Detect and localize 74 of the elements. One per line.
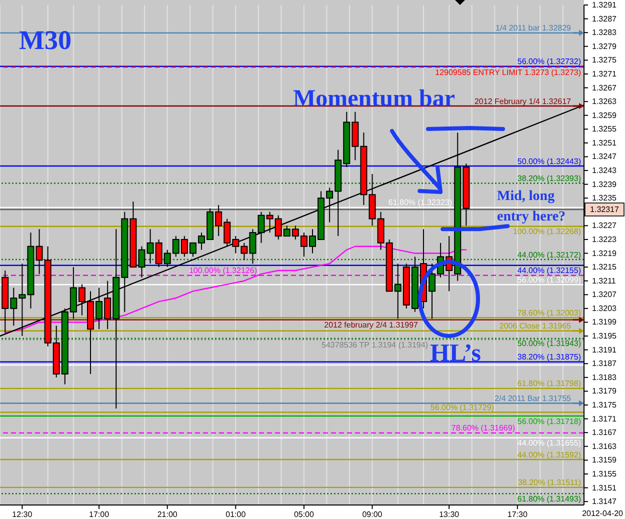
y-tick-label: 1.3163	[592, 442, 618, 451]
y-tick-label: 1.3215	[592, 262, 618, 272]
annotation: Momentum bar	[293, 86, 456, 112]
x-tick-label: 13:30	[439, 510, 460, 519]
y-tick-label: 1.3207	[592, 290, 618, 300]
y-tick-label: 1.3183	[592, 372, 618, 382]
y-tick-label: 1.3227	[592, 221, 618, 230]
y-tick-label: 1.3195	[592, 332, 618, 341]
ref-line-label: 50.00% (1.31943)	[517, 339, 582, 348]
y-tick-label: 1.3151	[592, 483, 618, 492]
ref-line-label: 1/4 2011 bar 1.32829	[496, 24, 572, 33]
ref-line-label: 54378536 TP 1.3194 (1.3194)	[322, 340, 428, 350]
ref-line-label: 38.20% (1.31511)	[518, 478, 582, 488]
y-tick-label: 1.3199	[592, 318, 618, 327]
y-tick-label: 1.3223	[592, 234, 618, 244]
ref-line-label: 12909585 ENTRY LIMIT 1.3273 (1.3273)	[435, 68, 582, 77]
x-tick-label: 05:00	[294, 510, 315, 519]
ref-line-label: 61.80% (1.31493)	[517, 494, 582, 504]
x-tick-label: 12:30	[12, 510, 33, 519]
y-tick-label: 1.3211	[592, 276, 616, 286]
y-tick-label: 1.3275	[592, 56, 618, 65]
y-tick-label: 1.3291	[592, 0, 618, 10]
y-tick-label: 1.3147	[592, 497, 618, 506]
ref-line-label: 56.00% (1.32732)	[517, 57, 582, 66]
y-tick-label: 1.3219	[592, 248, 618, 258]
ref-line-label: 2/4 2011 Bar 1.31755	[494, 394, 572, 404]
y-tick-label: 1.3287	[592, 14, 618, 24]
y-tick-label: 1.3167	[592, 428, 618, 438]
ref-line-label: 100.00% (1.32268)	[512, 227, 582, 236]
ref-line-label: 100.00% (1.32126)	[188, 266, 258, 276]
ref-line-label: 2012 February 1/4 1.32617	[474, 96, 572, 106]
y-tick-label: 1.3263	[592, 97, 618, 106]
y-tick-label: 1.3259	[592, 110, 618, 120]
y-tick-label: 1.3155	[592, 469, 618, 478]
y-tick-label: 1.3267	[592, 83, 618, 92]
y-tick-label: 1.3283	[592, 28, 618, 38]
y-tick-label: 1.3239	[592, 180, 618, 189]
x-tick-label: 09:00	[362, 510, 383, 519]
ref-line-label: 1.32317	[590, 204, 620, 214]
ref-line-label: 56.00% (1.31729)	[430, 403, 494, 412]
y-tick-label: 1.3271	[592, 69, 618, 78]
ref-line-label: 50.00% (1.32443)	[517, 156, 582, 166]
ref-line-label: 44.00% (1.32172)	[517, 250, 582, 260]
y-tick-label: 1.3187	[592, 359, 618, 368]
ref-line-label: 2012 february 2/4 1.31997	[324, 320, 419, 330]
y-tick-label: 1.3179	[592, 386, 618, 396]
annotation: Mid, long entry here?	[497, 189, 566, 224]
y-tick-label: 1.3279	[592, 42, 618, 51]
y-tick-label: 1.3175	[592, 400, 618, 410]
y-tick-label: 1.3171	[592, 414, 618, 424]
y-tick-label: 1.3247	[592, 152, 618, 162]
x-tick-label: 17:00	[89, 510, 110, 519]
y-tick-label: 1.3243	[592, 166, 618, 176]
annotation: HL’s	[430, 340, 482, 367]
ref-line-label: 44.00% (1.31592)	[517, 450, 582, 460]
y-tick-label: 1.3203	[592, 304, 618, 313]
y-tick-label: 1.3255	[592, 124, 618, 134]
x-tick-label: 21:00	[157, 510, 178, 519]
x-tick-label: 17:30	[507, 510, 528, 519]
x-axis-title: 2012-04-20	[582, 509, 624, 518]
ref-line-label: 44.00% (1.32155)	[517, 266, 582, 276]
ref-line-label: 2006 Close 1.31965	[499, 322, 572, 331]
y-tick-label: 1.3235	[592, 194, 618, 203]
y-tick-label: 1.3191	[592, 345, 618, 354]
x-tick-label: 01:00	[226, 510, 246, 519]
ref-line-label: 38.20% (1.31875)	[517, 352, 582, 362]
ref-line-label: 61.80% (1.31798)	[517, 379, 582, 388]
ref-line-label: 56.00% (1.31718)	[517, 416, 582, 426]
annotation: M30	[19, 25, 72, 55]
ref-line-label: 38.20% (1.32393)	[517, 174, 582, 184]
ref-line-label: 78.60% (1.32003)	[517, 308, 582, 318]
y-tick-label: 1.3159	[592, 456, 618, 465]
ref-line-label: 78.60% (1.31669)	[451, 424, 516, 433]
y-tick-label: 1.3251	[592, 138, 618, 148]
